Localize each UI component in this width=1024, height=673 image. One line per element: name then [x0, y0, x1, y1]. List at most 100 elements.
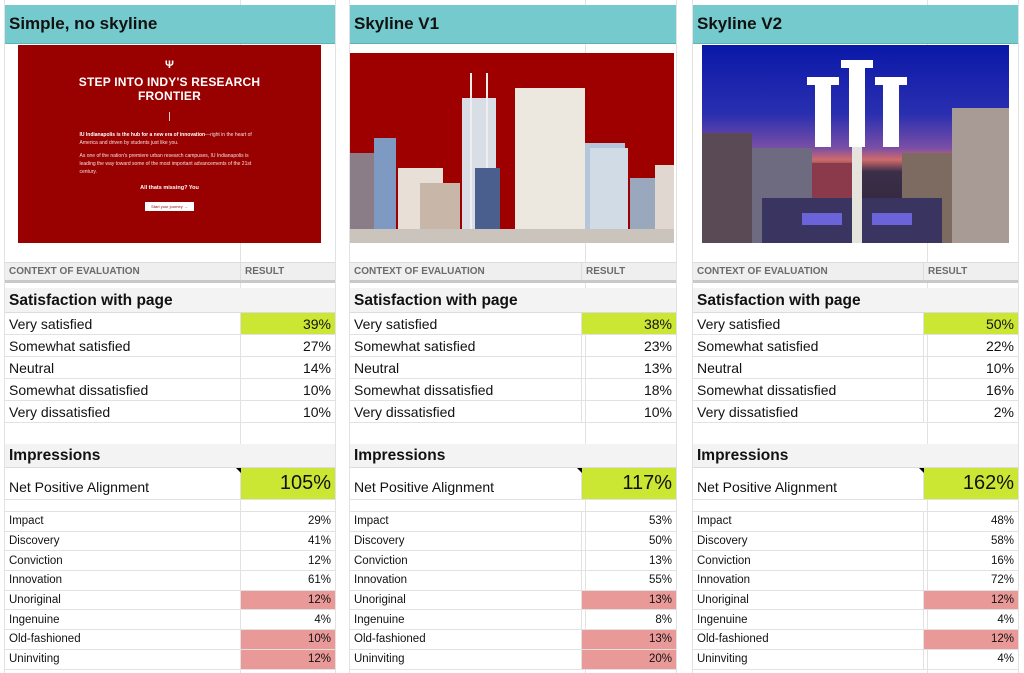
row-value[interactable]: 50%: [648, 535, 672, 548]
table-row[interactable]: Conviction 12%: [5, 551, 335, 572]
table-row[interactable]: Neutral 13%: [350, 357, 676, 379]
row-value[interactable]: 18%: [643, 381, 672, 398]
table-row[interactable]: Impact 29%: [5, 512, 335, 532]
comment-indicator-icon[interactable]: [919, 468, 924, 473]
table-row[interactable]: Very satisfied 50%: [693, 313, 1018, 335]
table-row[interactable]: Impact 53%: [350, 512, 676, 532]
result-header: RESULT: [586, 266, 626, 277]
table-row[interactable]: Unoriginal 12%: [693, 590, 1018, 611]
row-value[interactable]: 29%: [307, 515, 331, 528]
row-value[interactable]: 48%: [990, 515, 1014, 528]
row-value[interactable]: 58%: [990, 535, 1014, 548]
net-positive-row[interactable]: Net Positive Alignment 117%: [350, 468, 676, 500]
table-row[interactable]: Discovery 50%: [350, 531, 676, 552]
row-value[interactable]: 10%: [985, 359, 1014, 376]
table-row[interactable]: Innovation 72%: [693, 571, 1018, 591]
table-row[interactable]: Neutral 10%: [693, 357, 1018, 379]
table-row[interactable]: Discovery 41%: [5, 531, 335, 552]
row-value[interactable]: 13%: [582, 630, 676, 649]
row-value[interactable]: 4%: [997, 653, 1014, 666]
table-row[interactable]: Unoriginal 12%: [5, 590, 335, 611]
table-row[interactable]: Very dissatisfied 10%: [350, 401, 676, 423]
row-label: Conviction: [350, 551, 582, 571]
start-journey-button[interactable]: Start your journey →: [145, 202, 194, 211]
table-row[interactable]: Old-fashioned 12%: [693, 630, 1018, 650]
table-row[interactable]: Ingenuine 4%: [5, 610, 335, 631]
row-value[interactable]: 16%: [990, 554, 1014, 567]
row-value[interactable]: 14%: [302, 359, 331, 376]
table-row[interactable]: Somewhat satisfied 22%: [693, 335, 1018, 357]
row-value[interactable]: 72%: [990, 574, 1014, 587]
row-value[interactable]: 13%: [648, 554, 672, 567]
row-value[interactable]: 4%: [314, 613, 331, 626]
row-value[interactable]: 4%: [997, 613, 1014, 626]
net-positive-value[interactable]: 105%: [236, 468, 335, 499]
table-row[interactable]: Somewhat dissatisfied 16%: [693, 379, 1018, 401]
row-value[interactable]: 12%: [924, 590, 1018, 610]
table-row[interactable]: Ingenuine 4%: [693, 610, 1018, 631]
row-value[interactable]: 39%: [241, 313, 335, 334]
row-value[interactable]: 10%: [241, 630, 335, 649]
table-row[interactable]: Uninviting 20%: [350, 649, 676, 670]
row-value[interactable]: 50%: [924, 313, 1018, 334]
row-value[interactable]: 38%: [582, 313, 676, 334]
table-row[interactable]: Uninviting 4%: [693, 649, 1018, 670]
row-value[interactable]: 61%: [307, 574, 331, 587]
table-row[interactable]: Impact 48%: [693, 512, 1018, 532]
table-row[interactable]: Somewhat dissatisfied 10%: [5, 379, 335, 401]
row-value[interactable]: 10%: [302, 403, 331, 420]
row-value[interactable]: 20%: [582, 649, 676, 669]
table-row[interactable]: Innovation 61%: [5, 571, 335, 591]
table-row[interactable]: Discovery 58%: [693, 531, 1018, 552]
hero-mockup-simple[interactable]: Ψ STEP INTO INDY'S RESEARCH FRONTIER IU …: [18, 45, 321, 243]
table-row[interactable]: Somewhat satisfied 23%: [350, 335, 676, 357]
table-row[interactable]: Very dissatisfied 2%: [693, 401, 1018, 423]
row-label: Very dissatisfied: [5, 401, 241, 422]
variant-title[interactable]: Simple, no skyline: [5, 5, 335, 44]
table-row[interactable]: Uninviting 12%: [5, 649, 335, 670]
net-positive-value[interactable]: 117%: [577, 468, 676, 499]
net-positive-value[interactable]: 162%: [919, 468, 1018, 499]
row-value[interactable]: 12%: [241, 649, 335, 669]
table-row[interactable]: Conviction 16%: [693, 551, 1018, 572]
table-row[interactable]: Ingenuine 8%: [350, 610, 676, 631]
row-label: Very satisfied: [5, 313, 241, 334]
comment-indicator-icon[interactable]: [236, 468, 241, 473]
table-row[interactable]: Very satisfied 38%: [350, 313, 676, 335]
net-positive-row[interactable]: Net Positive Alignment 105%: [5, 468, 335, 500]
table-row[interactable]: Innovation 55%: [350, 571, 676, 591]
table-row[interactable]: Old-fashioned 10%: [5, 630, 335, 650]
row-value[interactable]: 12%: [924, 630, 1018, 649]
row-value[interactable]: 22%: [985, 337, 1014, 354]
net-positive-row[interactable]: Net Positive Alignment 162%: [693, 468, 1018, 500]
table-row[interactable]: Conviction 13%: [350, 551, 676, 572]
row-value[interactable]: 10%: [302, 381, 331, 398]
variant-title[interactable]: Skyline V1: [350, 5, 676, 44]
row-value[interactable]: 23%: [643, 337, 672, 354]
comment-indicator-icon[interactable]: [577, 468, 582, 473]
row-value[interactable]: 10%: [643, 403, 672, 420]
table-row[interactable]: Old-fashioned 13%: [350, 630, 676, 650]
hero-mockup-skyline-v1[interactable]: [350, 53, 674, 243]
table-row[interactable]: Very satisfied 39%: [5, 313, 335, 335]
variant-title[interactable]: Skyline V2: [693, 5, 1018, 44]
table-row[interactable]: Neutral 14%: [5, 357, 335, 379]
row-value[interactable]: 41%: [307, 535, 331, 548]
table-row[interactable]: Somewhat satisfied 27%: [5, 335, 335, 357]
row-value[interactable]: 55%: [648, 574, 672, 587]
row-value[interactable]: 13%: [643, 359, 672, 376]
row-value[interactable]: 8%: [655, 613, 672, 626]
row-value[interactable]: 2%: [993, 403, 1014, 420]
row-value[interactable]: 53%: [648, 515, 672, 528]
row-value[interactable]: 16%: [985, 381, 1014, 398]
row-value[interactable]: 13%: [582, 590, 676, 610]
row-label: Ingenuine: [693, 610, 924, 630]
row-value[interactable]: 12%: [307, 554, 331, 567]
table-row[interactable]: Very dissatisfied 10%: [5, 401, 335, 423]
row-value[interactable]: 12%: [241, 590, 335, 610]
table-row[interactable]: Unoriginal 13%: [350, 590, 676, 611]
hero-mockup-skyline-v2[interactable]: [702, 45, 1009, 243]
variant-column-skyline-v1: Skyline V1 CONTEXT OF EVALUATION RESULT …: [350, 0, 676, 673]
row-value[interactable]: 27%: [302, 337, 331, 354]
table-row[interactable]: Somewhat dissatisfied 18%: [350, 379, 676, 401]
